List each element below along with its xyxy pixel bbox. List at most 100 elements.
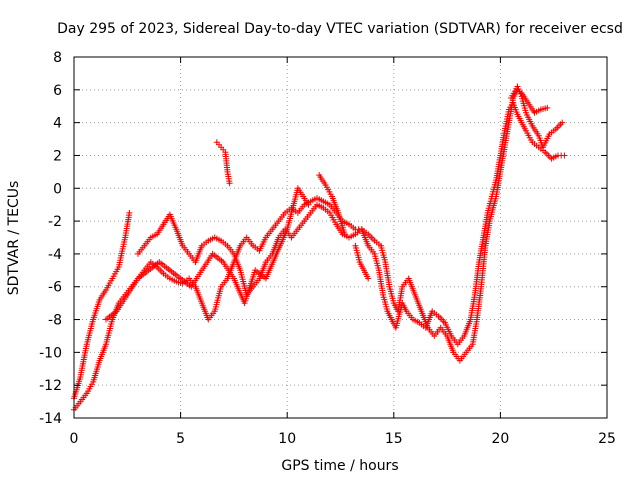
data-point (520, 121, 523, 124)
y-axis-label: SDTVAR / TECUs (6, 181, 22, 296)
data-point (525, 130, 527, 132)
data-point (386, 310, 389, 313)
marker-path (213, 139, 233, 187)
data-point (384, 261, 387, 263)
data-point (147, 269, 150, 272)
data-point (245, 236, 248, 239)
data-point (224, 151, 227, 153)
data-point (143, 244, 146, 247)
data-point (546, 107, 549, 109)
y-tick-label: -2 (48, 214, 62, 230)
data-point (503, 130, 506, 132)
data-point (169, 213, 171, 216)
data-point (542, 146, 544, 149)
data-point (388, 285, 391, 288)
y-tick-label: 0 (53, 181, 62, 197)
data-point (79, 400, 82, 403)
data-point (169, 277, 171, 280)
y-tick-label: 6 (53, 83, 62, 99)
data-point (303, 220, 306, 222)
data-point (412, 318, 414, 321)
x-tick-label: 25 (598, 431, 616, 447)
data-point (520, 95, 523, 98)
data-point (297, 187, 299, 190)
series-track-h (103, 185, 312, 323)
series-track-d (508, 83, 566, 151)
data-point (226, 244, 229, 247)
x-tick-label: 10 (278, 431, 296, 447)
y-tick-label: -6 (48, 280, 62, 296)
data-point (512, 102, 514, 104)
data-point (213, 310, 216, 313)
data-point (516, 113, 519, 116)
data-point (233, 277, 235, 280)
data-point (111, 318, 114, 321)
data-point (194, 261, 197, 263)
data-point (537, 134, 540, 137)
data-point (105, 318, 107, 321)
data-point (271, 228, 274, 231)
data-point (418, 322, 421, 324)
data-point (548, 133, 551, 135)
data-point (207, 318, 210, 321)
data-point (373, 239, 376, 242)
data-point (482, 236, 485, 239)
data-point (226, 277, 229, 280)
data-point (181, 244, 184, 247)
data-point (220, 239, 222, 242)
data-point (361, 228, 363, 231)
data-point (162, 272, 165, 275)
data-point (216, 141, 218, 144)
data-point (550, 157, 553, 160)
data-point (286, 228, 289, 231)
data-point (169, 269, 171, 272)
data-point (275, 253, 278, 255)
data-point (531, 125, 534, 127)
x-tick-label: 0 (70, 431, 79, 447)
x-axis-label: GPS time / hours (281, 458, 398, 474)
data-point (226, 171, 229, 173)
data-point (297, 212, 299, 214)
data-point (175, 228, 178, 231)
data-point (478, 261, 480, 263)
data-point (540, 108, 542, 111)
data-point (239, 244, 242, 247)
data-point (452, 351, 455, 354)
data-point (382, 294, 384, 296)
data-point (486, 212, 489, 214)
data-point (367, 277, 370, 280)
data-point (277, 236, 280, 239)
data-point (480, 285, 483, 288)
data-point (126, 294, 129, 296)
data-point (149, 261, 152, 263)
data-point (469, 318, 472, 321)
data-point (495, 179, 497, 181)
data-point (228, 182, 231, 185)
data-point (277, 220, 280, 222)
data-point (431, 310, 433, 313)
data-point (105, 289, 107, 291)
data-point (414, 294, 416, 296)
data-point (284, 212, 286, 214)
data-point (309, 212, 312, 214)
data-point (390, 318, 393, 321)
data-point (303, 203, 306, 206)
data-point (354, 244, 357, 247)
data-point (188, 253, 190, 255)
data-point (265, 277, 267, 280)
series-track-f (352, 242, 372, 282)
data-point (456, 343, 459, 345)
data-point (297, 228, 299, 231)
data-point (354, 228, 357, 231)
axis-ticks: 0 5 10 15 20 25 -14 -12 -10 -8 -6 -4 -2 0 2 4 6 8 (39, 50, 616, 447)
data-point (516, 85, 519, 88)
data-point (373, 253, 376, 255)
data-point (222, 261, 225, 263)
plot-area (71, 83, 568, 413)
data-point (401, 302, 404, 304)
data-point (544, 151, 546, 153)
data-point (265, 261, 267, 263)
data-point (420, 310, 423, 313)
data-point (335, 223, 338, 226)
data-point (190, 285, 193, 288)
